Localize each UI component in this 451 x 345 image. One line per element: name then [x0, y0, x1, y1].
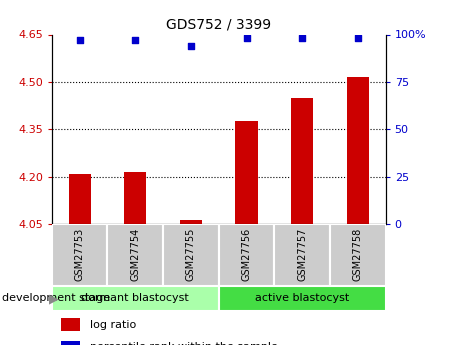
Text: GSM27754: GSM27754: [130, 227, 140, 281]
Text: development stage: development stage: [2, 294, 110, 303]
Text: GSM27757: GSM27757: [297, 227, 307, 281]
Text: active blastocyst: active blastocyst: [255, 294, 349, 303]
Bar: [52, 224, 107, 286]
Bar: [61, 341, 80, 345]
Point: [299, 36, 306, 41]
Bar: [107, 224, 163, 286]
Bar: [235, 121, 258, 224]
Bar: [69, 174, 91, 224]
Bar: [180, 219, 202, 224]
Text: ▶: ▶: [49, 292, 58, 305]
Text: GSM27755: GSM27755: [186, 227, 196, 281]
Bar: [347, 77, 369, 224]
Text: GSM27753: GSM27753: [75, 227, 85, 281]
Bar: [61, 318, 80, 331]
Point: [132, 37, 139, 43]
Bar: [52, 286, 219, 310]
Text: dormant blastocyst: dormant blastocyst: [82, 294, 189, 303]
Point: [354, 36, 361, 41]
Bar: [219, 286, 386, 310]
Bar: [274, 224, 330, 286]
Text: percentile rank within the sample: percentile rank within the sample: [90, 342, 278, 345]
Point: [76, 37, 83, 43]
Bar: [219, 224, 274, 286]
Bar: [124, 172, 147, 224]
Text: GSM27756: GSM27756: [242, 227, 252, 281]
Text: log ratio: log ratio: [90, 320, 136, 330]
Bar: [163, 224, 219, 286]
Text: GSM27758: GSM27758: [353, 227, 363, 281]
Bar: [291, 98, 313, 224]
Bar: [330, 224, 386, 286]
Title: GDS752 / 3399: GDS752 / 3399: [166, 18, 272, 32]
Point: [243, 36, 250, 41]
Point: [187, 43, 194, 49]
